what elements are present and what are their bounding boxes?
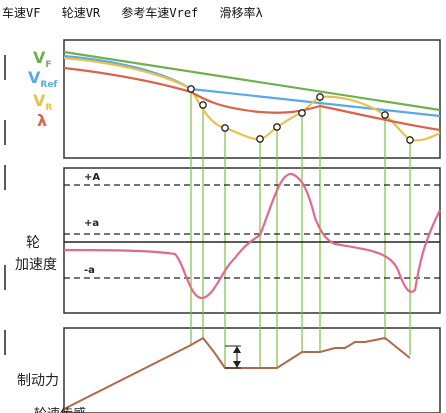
wheel-speed-curve [63,56,441,142]
legend-header: 车速VF 轮速VR 参考车速Vref 滑移率λ [2,4,277,21]
wheel-speed-point [256,135,264,143]
wheel-accel-label-line2: 加速度 [15,257,57,273]
wheel-speed-point [187,85,195,93]
label-minus-a: -a [84,265,95,276]
header-item-vehicle-speed: 车速VF [2,6,41,20]
vehicle-speed-curve [63,50,441,112]
arrow-head-up [233,346,241,353]
label-plus-A: +A [84,172,100,183]
wheel-speed-point [316,93,324,101]
wheel-speed-points [187,85,414,144]
wheel-acceleration-curve [63,172,441,300]
wheel-speed-point [199,101,207,109]
wheel-speed-point [406,136,414,144]
wheel-speed-point [273,123,281,131]
arrow-head-down [233,361,241,368]
brake-force-curve [63,336,411,410]
wheel-speed-point [381,111,389,119]
footer-partial-text: 轮速传感 [34,403,86,413]
guide-lines [190,89,411,368]
header-item-slip-ratio: 滑移率λ [219,6,263,20]
wheel-accel-label-line1: 轮 [26,235,40,251]
header-item-reference-speed: 参考车速Vref [121,6,199,20]
legend-vref: VRef [28,68,58,91]
slip-ratio-curve [63,66,441,132]
brake-force-label: 制动力 [17,373,59,389]
legend-lambda: λ [37,111,48,130]
wheel-speed-point [221,124,229,132]
speed-panel [63,39,441,159]
brake-force-panel [63,327,441,413]
label-plus-a: +a [84,218,99,229]
header-item-wheel-speed: 轮速VR [61,6,101,20]
wheel-speed-point [298,109,306,117]
legend-vf: VF [33,48,52,71]
acceleration-panel [63,167,441,314]
legend-vr: VR [33,91,53,114]
